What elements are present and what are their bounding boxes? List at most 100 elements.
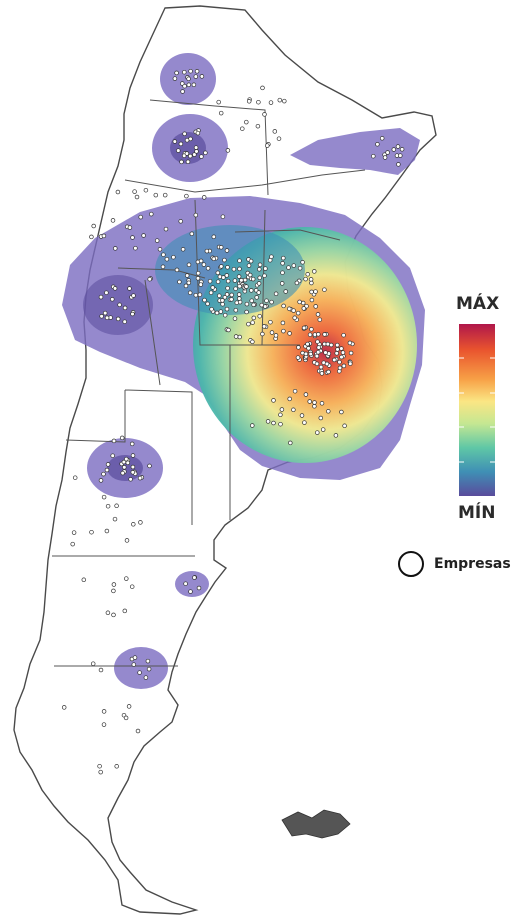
company-marker xyxy=(339,409,344,415)
density-layer xyxy=(62,53,425,689)
company-marker xyxy=(333,433,339,438)
company-marker xyxy=(184,273,190,278)
company-marker xyxy=(318,364,324,370)
company-marker xyxy=(71,530,77,535)
company-marker xyxy=(220,301,225,307)
company-marker xyxy=(121,459,127,465)
company-marker xyxy=(279,407,285,412)
company-marker xyxy=(322,287,327,292)
company-marker xyxy=(218,309,224,314)
company-marker xyxy=(188,153,193,159)
company-marker xyxy=(122,319,127,324)
company-marker xyxy=(110,297,115,302)
company-marker xyxy=(335,342,340,348)
company-marker xyxy=(201,262,207,267)
company-marker xyxy=(226,327,231,333)
company-marker xyxy=(70,541,75,547)
company-marker xyxy=(182,69,187,75)
company-marker xyxy=(149,211,154,217)
company-marker xyxy=(225,285,230,291)
company-marker xyxy=(251,315,257,321)
company-marker xyxy=(265,419,271,424)
company-marker xyxy=(124,456,129,462)
company-marker xyxy=(265,143,270,148)
company-marker xyxy=(246,321,251,327)
company-marker xyxy=(300,260,305,265)
company-marker xyxy=(256,281,262,286)
company-marker xyxy=(138,214,143,220)
malvinas-islands xyxy=(281,809,351,839)
company-marker xyxy=(305,341,310,347)
company-marker xyxy=(312,269,317,274)
company-marker xyxy=(104,467,110,473)
company-marker xyxy=(194,149,199,154)
company-marker xyxy=(332,357,337,363)
company-marker xyxy=(174,267,180,273)
company-marker xyxy=(300,300,306,306)
company-marker xyxy=(244,284,249,289)
company-marker xyxy=(237,258,242,263)
company-marker xyxy=(396,162,401,167)
company-marker xyxy=(126,704,132,709)
company-marker xyxy=(254,295,259,300)
company-marker xyxy=(153,192,159,198)
company-marker xyxy=(101,471,106,477)
company-marker xyxy=(225,148,231,153)
company-marker xyxy=(276,136,282,141)
company-marker xyxy=(224,273,230,278)
company-marker xyxy=(341,332,346,338)
company-marker xyxy=(244,119,249,125)
company-marker xyxy=(124,538,130,543)
company-marker xyxy=(131,522,136,527)
company-marker xyxy=(131,662,137,667)
company-marker xyxy=(202,297,207,303)
company-marker xyxy=(186,262,192,268)
company-marker xyxy=(335,347,340,352)
company-marker xyxy=(237,296,242,301)
company-marker xyxy=(269,254,274,259)
company-marker xyxy=(382,155,388,160)
company-marker xyxy=(130,470,136,475)
company-marker xyxy=(161,252,166,257)
company-marker xyxy=(99,314,104,319)
company-marker xyxy=(291,263,297,268)
company-marker xyxy=(214,310,220,316)
company-marker xyxy=(301,325,307,331)
company-marker xyxy=(205,301,210,307)
company-marker xyxy=(130,464,136,470)
company-marker xyxy=(398,153,403,158)
company-marker xyxy=(279,281,285,286)
argentina-map xyxy=(13,5,437,915)
company-marker xyxy=(115,316,121,322)
company-marker xyxy=(324,361,330,367)
company-marker xyxy=(225,265,230,270)
company-marker xyxy=(319,401,325,406)
company-marker xyxy=(143,675,149,680)
company-marker xyxy=(239,278,244,283)
company-marker xyxy=(127,286,132,291)
company-marker xyxy=(278,412,283,418)
company-marker xyxy=(283,289,288,294)
company-marker xyxy=(221,275,226,280)
company-marker xyxy=(89,529,94,535)
company-marker xyxy=(196,585,202,591)
company-marker xyxy=(111,612,116,618)
company-marker xyxy=(379,136,385,141)
company-marker xyxy=(303,392,309,397)
company-marker xyxy=(271,398,276,403)
company-marker xyxy=(297,265,303,271)
company-marker xyxy=(145,658,151,664)
company-marker xyxy=(237,334,242,340)
company-marker xyxy=(101,722,107,727)
company-marker xyxy=(248,258,254,264)
company-marker xyxy=(198,282,204,287)
company-marker xyxy=(249,288,254,293)
company-marker xyxy=(81,577,87,583)
company-marker xyxy=(137,670,142,675)
company-marker xyxy=(308,351,313,357)
company-marker xyxy=(281,303,286,309)
company-marker xyxy=(250,339,255,345)
company-marker xyxy=(61,705,67,710)
company-marker xyxy=(277,97,283,103)
company-marker xyxy=(180,247,186,252)
